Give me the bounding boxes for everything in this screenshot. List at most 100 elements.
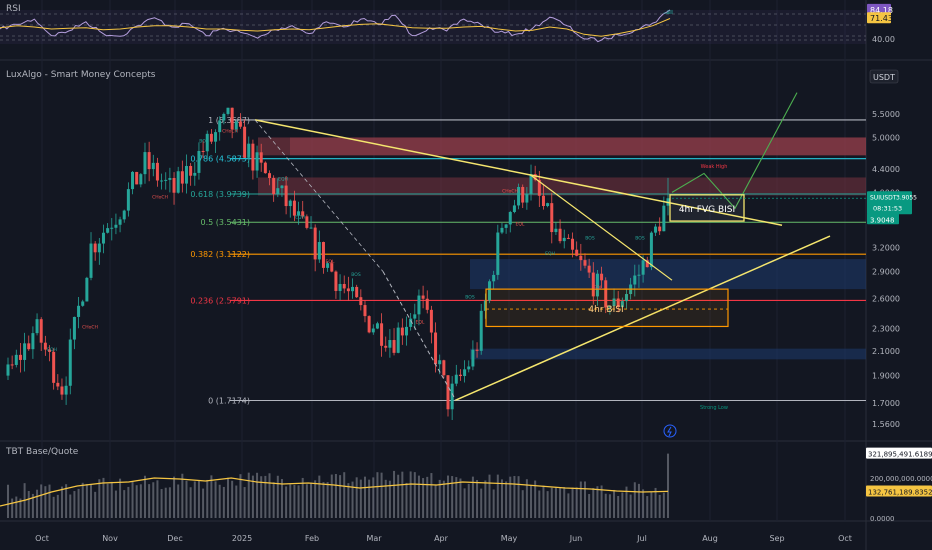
- candle-body: [562, 237, 566, 242]
- price-tick-label: 2.1000: [872, 347, 900, 356]
- volume-bar: [451, 476, 454, 518]
- candle-body: [135, 171, 139, 185]
- candle-body: [209, 133, 213, 142]
- candle-body: [645, 260, 649, 268]
- candle-body: [10, 364, 14, 366]
- last-price-symbol: SUIUSDT: [870, 194, 897, 201]
- candle-body: [404, 326, 408, 336]
- fib-label: 0.236 (2.5791): [190, 296, 250, 305]
- candle-body: [421, 295, 425, 299]
- volume-bar: [563, 487, 566, 518]
- candle-body: [504, 224, 508, 228]
- indicator-label: LuxAlgo - Smart Money Concepts: [6, 70, 156, 80]
- volume-bar: [189, 487, 192, 518]
- candle-body: [72, 316, 76, 340]
- candle-body: [396, 327, 400, 353]
- time-axis-label: Sep: [769, 534, 784, 543]
- last-price-badge: [867, 191, 912, 215]
- volume-bar: [227, 477, 229, 518]
- candle-body: [23, 343, 27, 360]
- volume-bar: [633, 482, 636, 518]
- volume-bar: [405, 482, 408, 518]
- time-axis-label: Feb: [305, 534, 319, 543]
- candle-body: [554, 228, 558, 233]
- structure-label: EQL: [326, 259, 335, 265]
- candle-body: [429, 309, 433, 333]
- structure-label: BOS: [465, 294, 475, 300]
- volume-badge: [866, 447, 932, 459]
- candle-body: [14, 354, 18, 365]
- volume-bar: [27, 490, 30, 518]
- volume-bar: [401, 471, 404, 518]
- volume-bar: [492, 489, 495, 518]
- candle-body: [649, 232, 653, 268]
- candle-body: [155, 162, 159, 181]
- volume-bar: [202, 488, 205, 518]
- volume-bar: [231, 480, 234, 518]
- volume-bar: [521, 490, 524, 518]
- volume-bar: [667, 453, 669, 518]
- volume-bar: [509, 476, 512, 518]
- currency-badge-label: USDT: [873, 73, 895, 82]
- volume-bar: [280, 479, 283, 518]
- lightning-icon: [663, 424, 677, 438]
- candle-body: [604, 280, 608, 308]
- time-axis-label: May: [501, 534, 518, 543]
- candle-body: [662, 205, 666, 232]
- premium-zone: [290, 137, 866, 156]
- structure-label: EQL: [416, 319, 425, 325]
- candle-body: [575, 249, 579, 256]
- time-axis-label: Apr: [434, 534, 449, 543]
- fvg-label: 4hr FVG BISI: [679, 205, 735, 215]
- volume-bar: [177, 484, 180, 518]
- volume-bar: [206, 479, 209, 518]
- candle-body: [35, 319, 39, 334]
- volume-bar: [434, 484, 437, 518]
- time-axis-label: Dec: [167, 534, 182, 543]
- price-tick-label: 1.7000: [872, 399, 900, 408]
- volume-bar: [272, 482, 275, 518]
- volume-bar: [110, 481, 113, 518]
- candle-body: [479, 310, 483, 351]
- volume-bar: [168, 487, 171, 518]
- candle-body: [392, 340, 396, 353]
- volume-bar: [363, 476, 366, 518]
- candle-body: [355, 286, 359, 298]
- rsi-value-label: 71.43: [870, 14, 893, 23]
- volume-bar: [422, 478, 425, 518]
- candle-body: [612, 298, 616, 306]
- volume-bar: [285, 486, 288, 518]
- volume-bar: [214, 481, 217, 518]
- volume-bar: [613, 489, 616, 518]
- volume-bar: [559, 488, 562, 518]
- volume-bar: [368, 479, 371, 518]
- volume-bar: [583, 481, 586, 518]
- candle-body: [367, 316, 371, 333]
- trendline-channel: [529, 174, 673, 281]
- volume-bar: [459, 478, 462, 518]
- volume-bar: [409, 471, 412, 518]
- volume-bar: [44, 486, 47, 518]
- candle-body: [305, 216, 309, 228]
- candle-body: [658, 226, 662, 232]
- volume-bar: [326, 482, 329, 518]
- candle-body: [334, 271, 338, 291]
- volume-bar: [480, 488, 483, 518]
- volume-bar: [397, 474, 400, 518]
- candle-body: [380, 323, 384, 346]
- candle-body: [126, 189, 130, 211]
- candle-body: [164, 179, 168, 181]
- time-axis-label: Oct: [35, 534, 49, 543]
- candle-body: [483, 300, 487, 311]
- volume-bar: [513, 475, 516, 518]
- candle-body: [442, 360, 446, 376]
- structure-label: EQH: [545, 251, 555, 257]
- candle-body: [633, 275, 637, 285]
- time-axis-label: Mar: [366, 534, 382, 543]
- candle-body: [591, 272, 595, 297]
- volume-bar: [77, 488, 80, 518]
- volume-bar: [31, 493, 34, 518]
- volume-bar: [131, 481, 134, 518]
- volume-bar: [11, 498, 14, 518]
